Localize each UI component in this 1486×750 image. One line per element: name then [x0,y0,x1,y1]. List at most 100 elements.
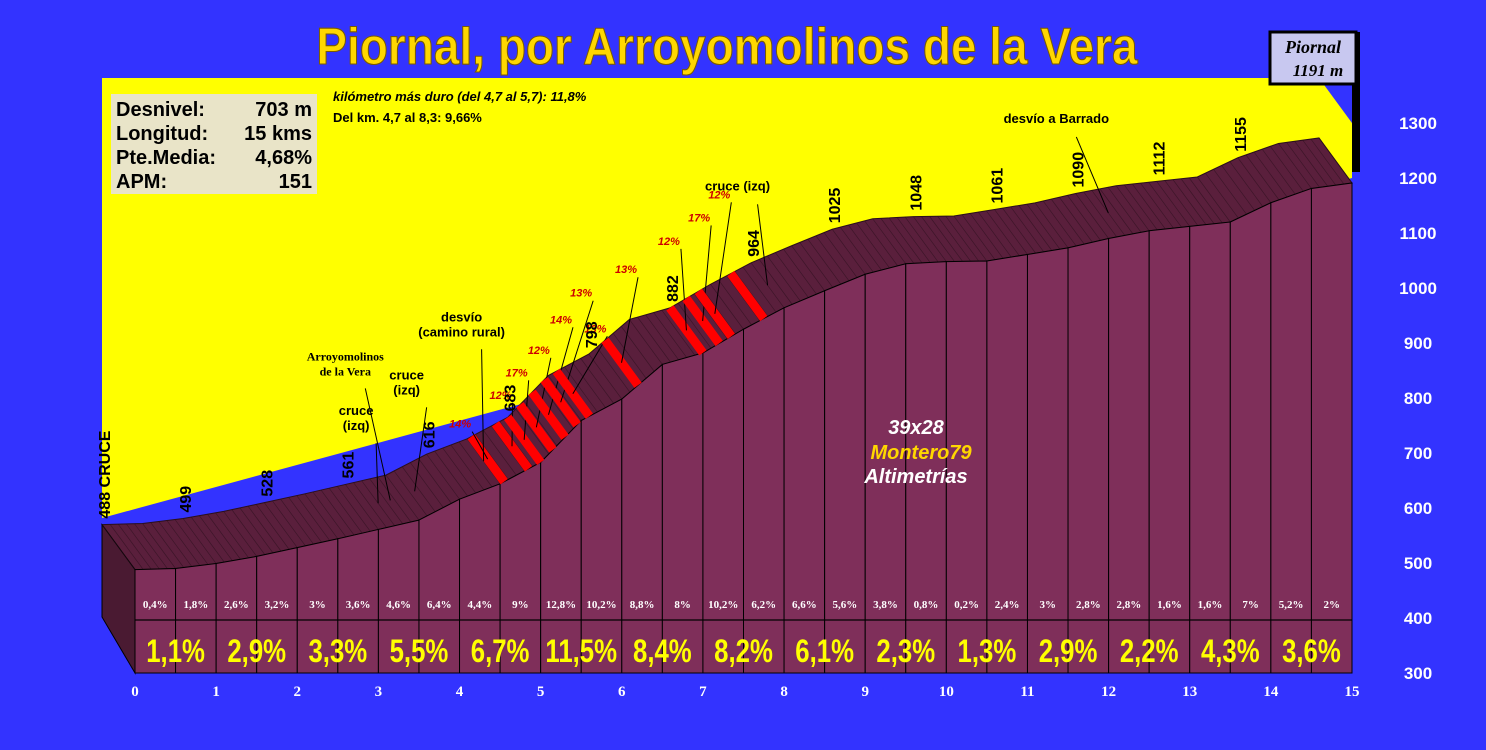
profile-hatch [166,520,201,566]
profile-hatch [369,478,404,525]
profile-hatch [840,226,874,273]
profile-hatch [1172,179,1207,225]
x-tick-label: 3 [375,684,383,700]
summit-sign: Piornal 1191 m [1268,30,1360,172]
profile-hatch [637,316,671,363]
profile-hatch [1059,197,1093,243]
profile-segment [580,398,623,674]
profile-hatch [961,214,996,260]
profile-hatch [1148,182,1182,228]
profile-hatch [134,523,168,569]
steep-ramp-leader [535,357,552,428]
profile-hatch [726,275,761,321]
profile-hatch [410,462,444,508]
profile-hatch [337,486,371,532]
x-tick-label: 7 [699,684,707,700]
steep-ramp-label: 14% [449,419,471,431]
x-tick-label: 15 [1345,684,1360,700]
half-km-gradient: 0,4% [143,599,168,611]
half-km-gradient: 2% [1323,599,1340,611]
profile-group [101,137,1353,675]
km-gradient: 1,3% [958,634,1017,669]
half-km-gradient: 0,2% [954,599,979,611]
y-tick-label: 300 [1404,664,1432,683]
profile-hatch [361,480,395,526]
profile-hatch [1237,157,1272,203]
profile-hatch [1034,202,1069,249]
profile-hatch [823,232,858,278]
elevation-label: 882 [665,275,682,302]
profile-hatch [653,312,687,358]
profile-hatch [450,444,485,491]
km-gradient: 1,1% [146,634,205,669]
profile-hatch [921,216,955,262]
annotation-label: Arroyomolinos [307,349,384,363]
steep-ramp-leader [471,431,489,460]
steep-ramp-label: 12% [489,390,511,402]
profile-hatch [1278,143,1312,189]
watermark-line1: 39x28 [888,417,944,439]
profile-hatch [1042,200,1077,247]
profile-hatch [142,523,176,569]
profile-hatch [913,216,947,262]
profile-hatch [1294,141,1328,187]
half-km-gradient: 3% [309,599,326,611]
x-tick-label: 12 [1101,684,1116,700]
profile-hatch [880,218,915,264]
profile-hatch [791,245,825,291]
half-km-gradient: 4,6% [386,599,411,611]
profile-hatch [1229,161,1264,207]
km-gradient: 3,6% [1282,634,1341,669]
profile-hatch [539,383,574,430]
profile-segment [783,289,826,674]
elevation-label: 499 [178,486,195,513]
steep-ramp-label: 17% [506,367,528,379]
profile-hatch [1156,181,1191,227]
x-tick-label: 11 [1020,684,1034,700]
profile-hatch [1107,187,1142,233]
elevation-label: 488 CRUCE [97,430,114,518]
profile-hatch [1018,205,1053,251]
profile-hatch [1245,154,1280,201]
annotation-label: de la Vera [320,364,371,378]
y-tick-label: 600 [1404,499,1432,518]
steep-ramp-marker [491,421,533,472]
hardest-km-note: kilómetro más duro (del 4,7 al 5,7): 11,… [333,89,587,104]
km-gradient: 2,2% [1120,634,1179,669]
y-tick-label: 1000 [1399,279,1437,298]
profile-hatch [126,523,160,570]
profile-hatch [1188,177,1223,224]
y-tick-label: 500 [1404,554,1432,573]
profile-hatch [937,216,971,262]
profile-hatch [718,279,752,326]
half-km-gradient: 2,4% [995,599,1020,611]
steep-ramp-leader [714,202,732,314]
elevation-label: 1048 [908,175,925,211]
half-km-gradient: 6,4% [427,599,452,611]
segment-note: Del km. 4,7 al 8,3: 9,66% [333,110,482,125]
half-km-gradient: 2,6% [224,599,249,611]
profile-hatch [231,509,266,555]
profile-hatch [1132,183,1166,230]
profile-hatch [1099,188,1134,235]
annotation-leader [757,204,769,286]
half-km-gradient: 10,2% [586,599,616,611]
profile-hatch [1164,180,1199,226]
half-km-gradient: 2,8% [1076,599,1101,611]
steep-ramp-marker [727,270,768,322]
annotation-leader [1075,136,1109,214]
annotation-label: cruce [389,367,424,382]
km-gradient: 8,2% [714,634,773,669]
profile-hatch [783,248,817,295]
km-gradient: 2,3% [876,634,935,669]
steep-ramp-label: 13% [584,323,606,335]
profile-hatch [1221,165,1255,211]
elevation-label: 616 [422,421,439,448]
profile-hatch [117,523,152,570]
profile-hatch [385,474,420,521]
profile-hatch [1050,198,1085,245]
profile-hatch [872,218,907,265]
profile-hatch [904,216,939,263]
profile-hatch [345,484,379,530]
